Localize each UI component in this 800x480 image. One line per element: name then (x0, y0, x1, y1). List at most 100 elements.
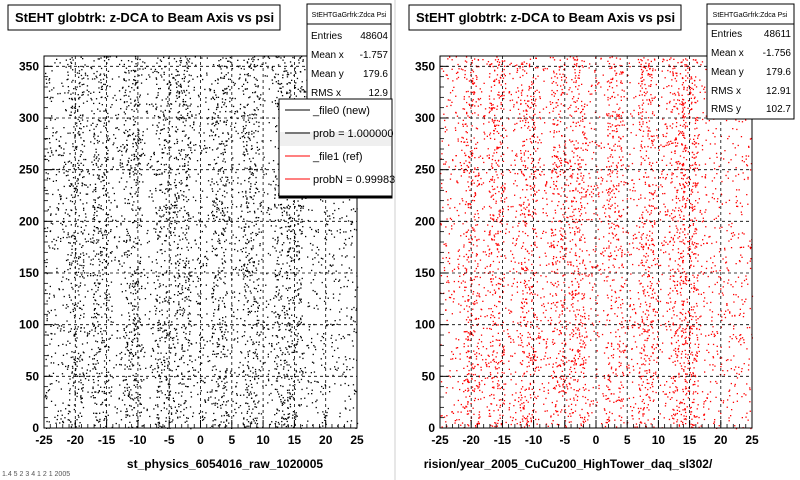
scatter-point (65, 209, 67, 211)
scatter-point (260, 210, 263, 213)
scatter-point (214, 424, 216, 426)
scatter-point (224, 214, 226, 216)
scatter-point (193, 122, 195, 124)
scatter-point (96, 274, 99, 277)
scatter-point (247, 351, 249, 353)
scatter-point (244, 331, 246, 333)
scatter-point (245, 297, 247, 299)
scatter-point (73, 257, 76, 259)
scatter-point (226, 144, 228, 146)
scatter-point (78, 159, 80, 162)
scatter-point (167, 83, 169, 85)
scatter-point (331, 334, 333, 337)
scatter-point (85, 241, 87, 243)
scatter-point (49, 98, 51, 100)
scatter-point (152, 327, 154, 329)
scatter-point (211, 149, 214, 151)
scatter-point (127, 161, 130, 163)
scatter-point (62, 167, 65, 169)
scatter-point (126, 228, 128, 230)
scatter-point (99, 295, 101, 297)
scatter-point (225, 105, 227, 108)
scatter-point (287, 72, 289, 74)
scatter-point (294, 388, 296, 390)
scatter-point (78, 72, 80, 74)
scatter-point (95, 363, 97, 365)
scatter-point (126, 334, 128, 337)
scatter-point (326, 223, 329, 226)
scatter-point (313, 307, 315, 309)
scatter-point (176, 207, 178, 209)
scatter-point (176, 409, 178, 411)
scatter-point (173, 400, 175, 402)
scatter-point (174, 276, 176, 279)
scatter-point (129, 404, 131, 407)
scatter-point (136, 173, 138, 175)
scatter-point (101, 278, 104, 281)
scatter-point (92, 164, 94, 166)
scatter-point (165, 352, 167, 354)
scatter-point (308, 381, 310, 383)
scatter-point (228, 60, 230, 62)
scatter-point (253, 261, 255, 263)
scatter-point (57, 364, 60, 366)
scatter-point (187, 105, 189, 107)
scatter-point (226, 412, 228, 414)
scatter-point (238, 269, 240, 271)
scatter-point (218, 143, 221, 145)
scatter-point (344, 407, 347, 409)
scatter-point (247, 389, 249, 391)
scatter-point (55, 213, 57, 215)
scatter-point (72, 385, 74, 387)
scatter-point (146, 377, 148, 379)
scatter-point (258, 400, 260, 402)
scatter-point (136, 180, 139, 182)
scatter-point (135, 209, 137, 211)
scatter-point (300, 207, 302, 210)
scatter-point (286, 361, 288, 363)
scatter-point (298, 258, 300, 261)
scatter-point (63, 231, 65, 233)
scatter-point (167, 219, 169, 221)
scatter-point (47, 209, 49, 211)
scatter-point (164, 365, 166, 367)
scatter-point (178, 152, 181, 154)
scatter-point (137, 222, 139, 224)
scatter-point (263, 321, 265, 323)
scatter-point (243, 218, 245, 220)
scatter-point (65, 175, 68, 177)
scatter-point (69, 185, 71, 187)
scatter-point (169, 140, 171, 142)
scatter-point (212, 204, 214, 206)
scatter-point (152, 349, 154, 351)
scatter-point (132, 426, 134, 429)
scatter-point (254, 183, 256, 185)
scatter-point (99, 412, 101, 414)
scatter-point (207, 355, 209, 358)
scatter-point (137, 282, 140, 284)
scatter-point (204, 88, 206, 91)
scatter-point (133, 328, 135, 330)
scatter-point (165, 296, 167, 298)
scatter-point (62, 288, 64, 291)
scatter-point (53, 248, 56, 250)
scatter-point (73, 238, 76, 240)
scatter-point (96, 227, 99, 229)
scatter-point (200, 293, 202, 295)
scatter-point (223, 75, 226, 77)
scatter-point (126, 144, 128, 146)
scatter-point (130, 159, 132, 161)
scatter-point (106, 158, 108, 161)
scatter-point (233, 291, 236, 293)
scatter-point (207, 399, 209, 401)
scatter-point (80, 398, 82, 400)
scatter-point (97, 58, 99, 60)
scatter-point (80, 171, 83, 173)
scatter-point (200, 152, 202, 154)
scatter-point (201, 150, 203, 152)
scatter-point (167, 228, 169, 230)
scatter-point (254, 164, 257, 166)
scatter-point (50, 150, 53, 152)
scatter-point (127, 160, 129, 162)
scatter-point (287, 323, 289, 325)
